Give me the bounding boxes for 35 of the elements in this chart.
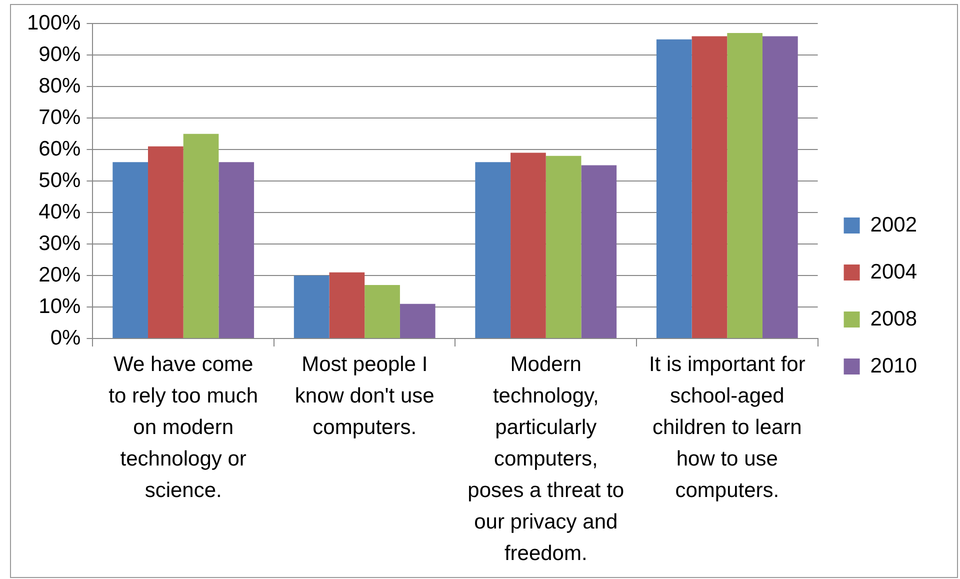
bar: [112, 162, 148, 338]
y-tick-label: 10%: [38, 294, 81, 318]
y-tick-label: 70%: [38, 106, 81, 129]
x-tick-label: It is important for school-aged children to learn how to use computers.: [648, 353, 806, 502]
bar: [762, 36, 798, 338]
y-tick-label: 50%: [38, 168, 81, 192]
bar: [400, 304, 436, 338]
y-tick-label: 100%: [26, 11, 81, 34]
bar: [546, 156, 582, 338]
legend-label: 2002: [870, 213, 917, 236]
y-tick-label: 60%: [38, 137, 81, 160]
y-tick-label: 30%: [38, 232, 81, 255]
bar: [692, 36, 728, 338]
y-tick-label: 20%: [38, 263, 81, 286]
y-tick-label: 80%: [38, 74, 81, 98]
x-tick-label: We have come to rely too much on modern technology or science.: [108, 353, 258, 502]
bar: [329, 272, 365, 338]
bar: [364, 284, 400, 338]
y-tick-label: 90%: [38, 42, 81, 66]
bar: [581, 165, 617, 338]
legend-label: 2010: [870, 354, 917, 378]
bar: [656, 39, 692, 338]
bar: [475, 162, 511, 338]
bar: [294, 276, 330, 338]
x-tick-label: Most people I know don't use computers.: [294, 353, 434, 440]
bar: [218, 162, 254, 338]
legend-label: 2008: [870, 307, 917, 330]
y-tick-label: 0%: [50, 326, 81, 350]
bar: [510, 152, 546, 338]
bar: [727, 33, 762, 338]
bar: [148, 146, 184, 338]
legend-label: 2004: [870, 260, 918, 284]
bar: [183, 134, 219, 338]
y-tick-label: 40%: [38, 200, 81, 224]
x-tick-label: Modern technology, particularly computers, poses a threat to our privacy and freedom.: [468, 353, 624, 566]
